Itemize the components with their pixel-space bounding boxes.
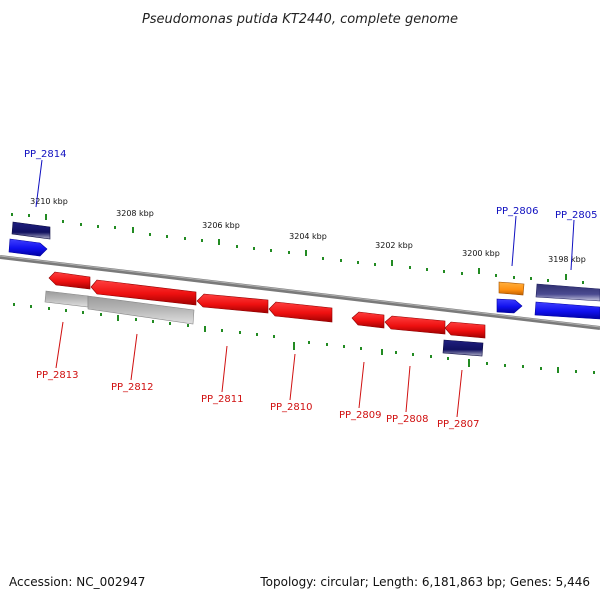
- tick-label-3204: 3204 kbp: [289, 232, 327, 241]
- gene-pp2810-arrow[interactable]: [268, 301, 333, 323]
- gene-pp2808-arrow[interactable]: [384, 315, 446, 335]
- tick-label-3206: 3206 kbp: [202, 221, 240, 230]
- gene-label-pp2814[interactable]: PP_2814: [24, 149, 67, 160]
- gene-label-pp2809[interactable]: PP_2809: [339, 410, 382, 421]
- gene-pp2812-arrow[interactable]: [90, 279, 197, 306]
- gene-pp2807-arrow[interactable]: [444, 321, 486, 339]
- major-tick-3204: [305, 250, 307, 256]
- tick-label-3200: 3200 kbp: [462, 249, 500, 258]
- major-tick-3208: [132, 227, 134, 233]
- feature-pp2813-gray[interactable]: [44, 290, 89, 308]
- reverse-gene-labels: PP_2813 PP_2812 PP_2811 PP_2810 PP_2809 …: [36, 321, 480, 430]
- genome-summary-text: Topology: circular; Length: 6,181,863 bp…: [259, 575, 590, 589]
- forward-strand-features: [8, 221, 600, 320]
- gene-pp2809-arrow[interactable]: [351, 311, 385, 329]
- map-title: Pseudomonas putida KT2440, complete geno…: [142, 12, 458, 27]
- leader-line-pp2813: [55, 321, 64, 369]
- genome-backbone: [0, 255, 600, 330]
- gene-label-pp2805[interactable]: PP_2805: [555, 210, 598, 221]
- gene-pp2813-arrow[interactable]: [48, 271, 91, 290]
- leader-line-pp2807: [456, 369, 463, 418]
- feature-pp2806-orange[interactable]: [498, 281, 525, 296]
- gene-pp2811-arrow[interactable]: [196, 293, 269, 314]
- gene-label-pp2812[interactable]: PP_2812: [111, 382, 154, 393]
- upper-tick-row: [11, 213, 584, 284]
- lower-tick-row: [13, 303, 595, 374]
- leader-line-pp2814: [35, 159, 43, 208]
- tick-label-3202: 3202 kbp: [375, 241, 413, 250]
- reverse-strand-features: [44, 271, 486, 357]
- leader-line-pp2805: [570, 219, 575, 271]
- major-tick-3202: [391, 260, 393, 266]
- forward-gene-labels: PP_2814 PP_2806 PP_2805: [24, 149, 598, 271]
- genome-backbone-highlight: [0, 255, 600, 328]
- gene-label-pp2813[interactable]: PP_2813: [36, 370, 79, 381]
- gene-label-pp2811[interactable]: PP_2811: [201, 394, 244, 405]
- gene-pp2805-arrow[interactable]: [534, 301, 600, 320]
- gene-label-pp2810[interactable]: PP_2810: [270, 402, 313, 413]
- leader-line-pp2808: [405, 365, 411, 413]
- feature-pp2805-dark[interactable]: [535, 283, 600, 302]
- feature-pp2812-gray[interactable]: [87, 295, 195, 325]
- gene-pp2806-arrow[interactable]: [496, 298, 523, 314]
- feature-pp2807-dark[interactable]: [442, 339, 484, 357]
- major-tick-3206: [218, 239, 220, 245]
- gene-label-pp2807[interactable]: PP_2807: [437, 419, 480, 430]
- leader-line-pp2806: [511, 215, 517, 267]
- gene-label-pp2806[interactable]: PP_2806: [496, 206, 539, 217]
- leader-line-pp2809: [358, 361, 365, 409]
- leader-line-pp2810: [289, 353, 296, 401]
- tick-label-3208: 3208 kbp: [116, 209, 154, 218]
- feature-pp2814-dark[interactable]: [11, 221, 51, 240]
- accession-text: Accession: NC_002947: [9, 575, 145, 589]
- major-tick-3200: [478, 268, 480, 274]
- leader-line-pp2812: [130, 333, 138, 381]
- major-tick-3198: [565, 274, 567, 280]
- major-tick-3210: [45, 214, 47, 220]
- leader-line-pp2811: [221, 345, 228, 393]
- gene-pp2814-arrow[interactable]: [8, 238, 48, 257]
- tick-label-3198: 3198 kbp: [548, 255, 586, 264]
- gene-label-pp2808[interactable]: PP_2808: [386, 414, 429, 425]
- tick-label-3210: 3210 kbp: [30, 197, 68, 206]
